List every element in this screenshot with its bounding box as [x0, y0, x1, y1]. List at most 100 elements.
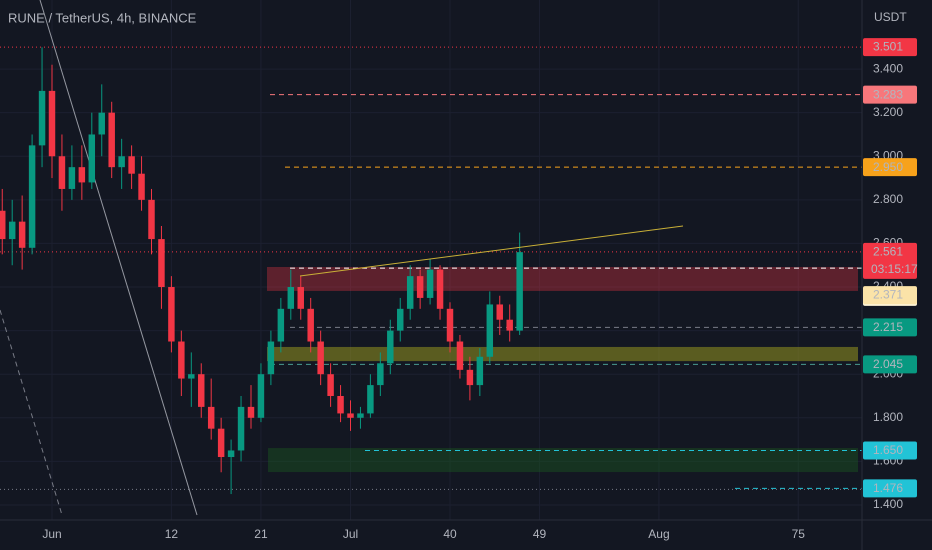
- candle-body: [397, 308, 404, 331]
- candle-body: [28, 145, 36, 248]
- price-labels: 3.5013.2832.9502.56103:15:172.4872.3712.…: [863, 38, 918, 498]
- y-tick-label: 1.800: [873, 410, 903, 424]
- candle-body: [227, 450, 235, 458]
- candle-body: [317, 341, 324, 375]
- candle-body: [466, 369, 474, 386]
- x-tick-label: Jul: [343, 527, 358, 541]
- x-tick-label: 40: [443, 527, 457, 541]
- zone: [268, 448, 858, 473]
- candle-body: [367, 385, 374, 414]
- price-label: 3.501: [873, 40, 903, 54]
- candle-body: [88, 134, 96, 183]
- x-tick-label: 49: [533, 527, 547, 541]
- candle-body: [337, 395, 344, 414]
- price-label-box: [863, 355, 917, 374]
- candle-body: [506, 319, 513, 331]
- candle-body: [446, 308, 454, 342]
- candle-body: [18, 221, 26, 248]
- candle-body: [456, 341, 464, 370]
- trend-line: [39, 0, 198, 516]
- axis-unit: USDT: [874, 10, 907, 24]
- candle-body: [0, 210, 6, 240]
- candle-body: [198, 374, 205, 407]
- level-lines: [0, 46, 862, 490]
- candle-body: [387, 330, 394, 364]
- candle-body: [377, 363, 384, 386]
- zone: [267, 346, 858, 362]
- price-label-box: [863, 85, 917, 104]
- candle-body: [207, 406, 215, 429]
- candle-body: [237, 406, 245, 451]
- candle-body: [267, 341, 275, 375]
- price-label-box: [863, 479, 917, 498]
- price-label-box: [863, 38, 917, 57]
- chart-title: RUNE / TetherUS, 4h, BINANCE: [8, 10, 197, 25]
- price-label-box: [863, 242, 917, 279]
- candle-body: [247, 406, 255, 418]
- candle-body: [148, 199, 155, 240]
- x-tick-label: 75: [792, 527, 806, 541]
- candle-body: [158, 239, 165, 288]
- plot-area: [0, 0, 862, 520]
- candle-body: [138, 173, 145, 200]
- candle-body: [8, 221, 16, 240]
- price-label-box: [863, 441, 917, 460]
- x-tick-label: 21: [254, 527, 268, 541]
- candle-body: [516, 252, 523, 331]
- candle-body: [68, 167, 76, 189]
- price-label: 2.371: [873, 288, 903, 302]
- zone: [267, 266, 858, 291]
- candle-body: [38, 90, 46, 146]
- y-tick-label: 2.800: [873, 192, 903, 206]
- candle-body: [188, 374, 195, 379]
- candle-body: [476, 356, 484, 386]
- trend-line: [299, 225, 684, 277]
- candle-body: [98, 112, 105, 135]
- y-tick-label: 3.200: [873, 105, 903, 119]
- candle-body: [307, 308, 314, 342]
- candles: [0, 47, 523, 495]
- candle-body: [217, 428, 225, 458]
- candle-body: [496, 304, 503, 320]
- price-label: 1.650: [873, 443, 903, 457]
- candle-body: [406, 276, 414, 309]
- zones: [267, 266, 858, 473]
- y-tick-label: 1.400: [873, 497, 903, 511]
- candle-body: [128, 156, 135, 174]
- y-tick-label: 3.400: [873, 61, 903, 75]
- candle-body: [486, 304, 494, 357]
- price-label: 2.045: [873, 357, 903, 371]
- candle-body: [357, 413, 364, 418]
- candle-body: [58, 156, 66, 189]
- candle-body: [178, 341, 185, 379]
- price-label: 1.476: [873, 481, 903, 495]
- price-label: 2.561: [873, 245, 903, 259]
- candle-body: [108, 112, 115, 168]
- countdown: 03:15:17: [871, 262, 918, 276]
- candle-body: [118, 156, 125, 168]
- price-label: 2.215: [873, 320, 903, 334]
- candle-body: [347, 413, 354, 418]
- x-tick-label: Jun: [42, 527, 61, 541]
- candle-body: [297, 287, 304, 309]
- candle-body: [436, 269, 444, 309]
- price-label: 3.283: [873, 87, 903, 101]
- x-tick-label: 12: [165, 527, 179, 541]
- candle-body: [78, 167, 86, 183]
- candle-body: [168, 287, 175, 342]
- price-label-box: [863, 286, 917, 305]
- candle-body: [416, 276, 424, 298]
- candle-body: [287, 287, 295, 309]
- candle-body: [426, 269, 434, 298]
- candle-body: [257, 374, 265, 418]
- candle-body: [277, 308, 285, 342]
- candle-body: [327, 374, 334, 396]
- price-label-box: [863, 158, 917, 177]
- candle-body: [48, 90, 56, 157]
- price-label-box: [863, 318, 917, 337]
- x-tick-label: Aug: [648, 527, 669, 541]
- price-label: 2.950: [873, 160, 903, 174]
